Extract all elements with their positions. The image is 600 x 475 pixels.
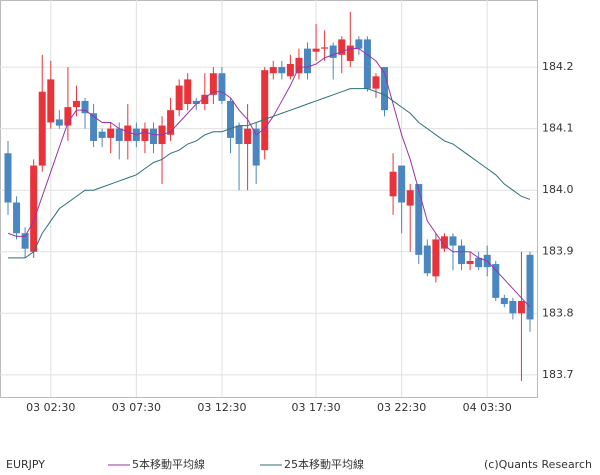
candle-body (184, 79, 192, 105)
candle-body (218, 73, 226, 101)
copyright: (c)Quants Research (484, 458, 592, 471)
candle-body (175, 85, 183, 111)
candle-body (398, 165, 406, 203)
candle-body (304, 48, 312, 74)
candle-body (269, 67, 277, 74)
x-tick-label: 03 02:30 (26, 401, 75, 414)
x-tick-label: 03 22:30 (377, 401, 426, 414)
candle-body (526, 254, 534, 320)
candle-body (64, 107, 72, 126)
candle-body (346, 45, 354, 61)
candle-body (381, 67, 389, 111)
candle-body (466, 260, 474, 265)
candle-body (252, 128, 260, 166)
ma-line (8, 88, 531, 259)
candle-body (500, 297, 508, 305)
candle-body (98, 131, 106, 138)
candle-body (72, 100, 80, 108)
candle-body (286, 64, 294, 77)
y-tick-label: 184.1 (542, 122, 574, 135)
candle-body (440, 236, 448, 249)
candle-body (295, 57, 303, 74)
candle-body (415, 184, 423, 255)
candle-body (226, 100, 234, 138)
legend-label: 25本移動平均線 (284, 457, 364, 471)
candle-body (517, 300, 525, 314)
candle-body (167, 110, 175, 135)
y-tick-label: 183.8 (542, 306, 574, 319)
candle-body (278, 67, 286, 74)
candle-body (389, 171, 397, 197)
y-tick-label: 183.7 (542, 368, 574, 381)
x-tick-label: 03 07:30 (112, 401, 161, 414)
plot-area (0, 0, 538, 398)
x-tick-label: 04 03:30 (463, 401, 512, 414)
candle-body (55, 119, 63, 126)
candle-body (432, 239, 440, 277)
candle-body (329, 45, 337, 58)
candle-body (372, 76, 380, 89)
x-tick-label: 03 12:30 (197, 401, 246, 414)
y-tick-label: 184.0 (542, 183, 574, 196)
candle-body (115, 128, 123, 141)
legend-label: 5本移動平均線 (132, 457, 205, 471)
candle-body (406, 190, 414, 206)
candle-body (30, 165, 38, 252)
candle-body (38, 91, 46, 166)
candle-body (209, 73, 217, 95)
candle-body (149, 128, 157, 145)
candle-body (423, 245, 431, 274)
candle-body (312, 48, 320, 52)
candle-body (321, 47, 329, 49)
candle-body (21, 233, 29, 249)
candle-body (475, 257, 483, 268)
candle-body (235, 125, 243, 145)
candle-body (141, 128, 149, 141)
candle-body (90, 113, 98, 141)
candle-body (338, 39, 346, 55)
symbol-label: EURJPY (6, 458, 45, 471)
y-tick-label: 183.9 (542, 245, 574, 258)
candle-body (492, 264, 500, 298)
candle-body (509, 300, 517, 314)
candle-body (192, 100, 200, 105)
candle-body (107, 128, 115, 138)
candle-body (261, 70, 269, 151)
candle-body (355, 39, 363, 49)
candle-body (4, 153, 12, 203)
candle-body (81, 100, 89, 114)
candle-body (363, 39, 371, 89)
candle-body (458, 245, 466, 265)
candle-body (449, 236, 457, 246)
candle-body (47, 79, 55, 123)
candle-body (201, 94, 209, 105)
y-tick-label: 184.2 (542, 60, 574, 73)
candle-body (124, 125, 132, 141)
candle-body (244, 128, 252, 145)
x-tick-label: 03 17:30 (291, 401, 340, 414)
ma-line (7, 48, 531, 308)
candle-body (13, 202, 21, 234)
